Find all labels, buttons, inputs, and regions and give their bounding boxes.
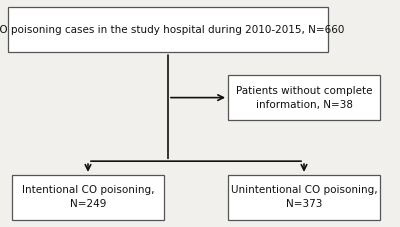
Text: Unintentional CO poisoning,
N=373: Unintentional CO poisoning, N=373	[231, 185, 377, 210]
FancyBboxPatch shape	[228, 175, 380, 220]
FancyBboxPatch shape	[8, 7, 328, 52]
Text: CO poisoning cases in the study hospital during 2010-2015, N=660: CO poisoning cases in the study hospital…	[0, 25, 344, 35]
FancyBboxPatch shape	[228, 75, 380, 120]
Text: Patients without complete
information, N=38: Patients without complete information, N…	[236, 86, 372, 110]
FancyBboxPatch shape	[12, 175, 164, 220]
Text: Intentional CO poisoning,
N=249: Intentional CO poisoning, N=249	[22, 185, 154, 210]
